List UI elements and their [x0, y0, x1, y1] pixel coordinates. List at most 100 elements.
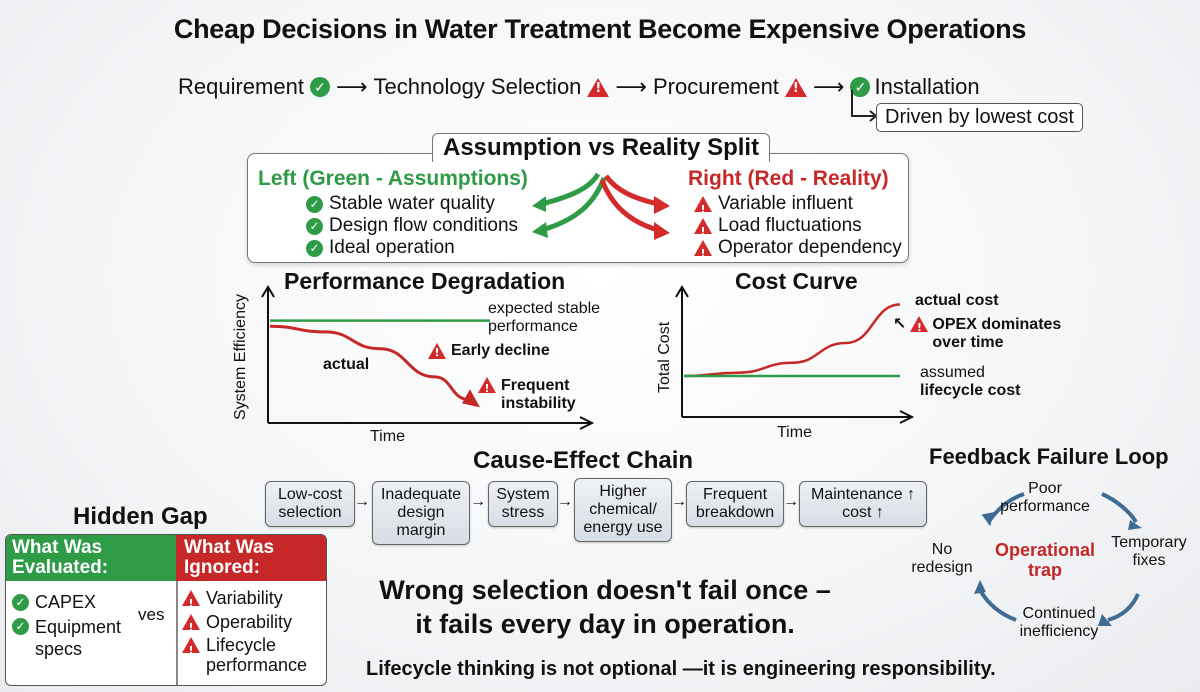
warning-icon [182, 614, 200, 639]
loop-node: Continued inefficiency [1019, 605, 1099, 640]
flow-step-requirement: Requirement [178, 74, 304, 99]
arrow-right-icon: ⟶ [615, 74, 647, 99]
check-icon: ✓ [12, 593, 29, 611]
performance-x-label: Time [370, 428, 405, 445]
x-axis-arrow-icon [579, 416, 595, 430]
page-title: Cheap Decisions in Water Treatment Becom… [173, 14, 1027, 44]
check-icon: ✓ [309, 77, 330, 97]
key-message: Wrong selection doesn't fail once – it f… [340, 573, 870, 641]
list-item: Variable influent [694, 193, 902, 221]
loop-node: Temporary fixes [1111, 534, 1187, 569]
cause-effect-title: Cause-Effect Chain [473, 447, 694, 474]
actual-cost-series-line [683, 303, 901, 378]
warning-icon [910, 316, 929, 337]
list-item: Lifecycle performance [182, 635, 326, 675]
loop-node: Poor performance [1000, 480, 1090, 515]
list-item: ✓ CAPEX [12, 591, 135, 613]
list-item: ✓ Ideal operation [306, 237, 518, 259]
arrow-right-icon: → [470, 493, 486, 510]
cause-box: Frequent breakdown [686, 481, 784, 527]
driven-note: Driven by lowest cost [876, 103, 1083, 132]
arrow-right-icon: → [557, 493, 573, 510]
cost-x-label: Time [777, 424, 812, 441]
flow-step-procurement: Procurement [652, 74, 779, 99]
x-axis-arrow-icon [899, 410, 915, 424]
hidden-gap-title: Hidden Gap [73, 503, 208, 530]
performance-chart [261, 285, 595, 430]
operational-trap-label: Operational trap [994, 540, 1096, 580]
assumptions-list: ✓ Stable water quality ✓ Design flow condi… [306, 193, 518, 259]
list-item: Load fluctuations [694, 215, 902, 243]
reality-list: Variable influent Load fluctuations Oper… [694, 193, 902, 265]
warning-icon [182, 637, 200, 662]
cause-box: Inadequate design margin [372, 481, 470, 545]
cause-box: System stress [488, 481, 558, 527]
cause-box: Low-cost selection [265, 481, 355, 527]
actual-cost-label: actual cost [915, 292, 999, 309]
cost-chart [675, 285, 915, 424]
arrow-left-icon: ↖ [893, 316, 907, 333]
check-icon: ✓ [306, 195, 323, 213]
loop-node: No redesign [911, 541, 973, 576]
list-item: ✓ Equipment specs [12, 616, 135, 660]
lifecycle-cost-label: lifecycle cost [920, 382, 1021, 399]
opex-note: ↖ OPEX dominates over time [893, 316, 1072, 352]
feedback-loop-title: Feedback Failure Loop [929, 444, 1169, 469]
feedback-loop-arrows [974, 492, 1142, 626]
warning-icon [694, 218, 712, 243]
ignored-list: Variability Operability Lifecycle perfor… [182, 587, 326, 675]
assumption-reality-box [247, 153, 909, 263]
list-item: ✓ Stable water quality [306, 193, 518, 215]
arrow-right-icon: ⟶ [335, 74, 368, 99]
cause-box: Higher chemical/ energy use [574, 478, 672, 542]
instability-note: Frequent instability [478, 377, 591, 413]
arrow-right-icon: → [783, 493, 799, 510]
list-item: Operability [182, 611, 326, 639]
evaluated-list: ✓ CAPEX ✓ Equipment specs [12, 591, 135, 660]
footer-text: Lifecycle thinking is not optional —it i… [366, 658, 996, 680]
key-message-line: it fails every day in operation. [415, 609, 795, 639]
versus-label: ves [138, 605, 165, 624]
warning-icon [428, 343, 446, 359]
arrow-right-icon: → [354, 493, 370, 510]
reality-heading: Right (Red - Reality) [688, 167, 889, 190]
assumed-label: assumed [920, 364, 985, 381]
warning-icon [587, 77, 610, 97]
performance-chart-title: Performance Degradation [284, 268, 566, 294]
warning-icon [694, 196, 712, 221]
divider [176, 581, 178, 685]
check-icon: ✓ [850, 77, 871, 97]
y-axis-arrow-icon [261, 285, 275, 298]
cause-box: Maintenance ↑ cost ↑ [799, 481, 927, 527]
check-icon: ✓ [306, 239, 323, 257]
list-item: Variability [182, 587, 326, 615]
warning-icon [694, 240, 712, 265]
performance-y-label: System Efficiency [232, 294, 249, 420]
expected-label: expected stable performance [488, 300, 601, 335]
split-arrows [532, 172, 670, 240]
evaluated-header: What Was Evaluated: [6, 535, 176, 581]
warning-icon [182, 590, 200, 615]
list-item: Operator dependency [694, 237, 902, 265]
cost-chart-title: Cost Curve [735, 268, 858, 294]
early-decline-note: Early decline [428, 342, 550, 360]
assumptions-heading: Left (Green - Assumptions) [258, 167, 528, 190]
ignored-header: What Was Ignored: [176, 535, 326, 581]
key-message-line: Wrong selection doesn't fail once – [379, 575, 831, 605]
y-axis-arrow-icon [675, 285, 689, 298]
actual-arrowhead-icon [462, 389, 480, 408]
list-item: ✓ Design flow conditions [306, 215, 518, 237]
split-title: Assumption vs Reality Split [432, 133, 771, 162]
arrow-right-icon: ⟶ [812, 74, 845, 99]
check-icon: ✓ [12, 618, 29, 635]
flow-step-technology-selection: Technology Selection [373, 74, 582, 99]
check-icon: ✓ [306, 217, 323, 235]
actual-label: actual [323, 356, 370, 373]
arrow-right-icon: → [671, 493, 687, 510]
process-flow: Requirement ✓ ⟶ Technology Selection ⟶ P… [178, 74, 980, 100]
actual-series-line [269, 324, 469, 401]
warning-icon [784, 77, 807, 97]
hidden-gap-table: What Was Evaluated: What Was Ignored: ✓ C… [5, 534, 327, 686]
flow-step-installation: Installation [874, 74, 980, 99]
warning-icon [478, 377, 496, 398]
